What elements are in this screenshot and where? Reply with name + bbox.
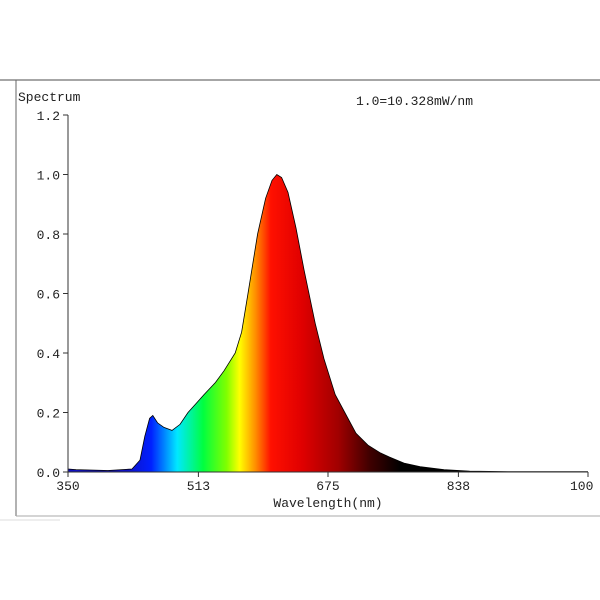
x-tick-label: 838 (447, 479, 470, 494)
y-tick-label: 0.4 (37, 347, 61, 362)
y-tick-label: 0.0 (37, 466, 60, 481)
y-tick-label: 0.2 (37, 407, 60, 422)
x-axis-label: Wavelength(nm) (273, 496, 382, 511)
spectrum-area (68, 174, 588, 472)
spectrum-line (67, 173, 588, 473)
y-tick-label: 1.2 (37, 109, 60, 124)
y-tick-label: 1.0 (37, 169, 60, 184)
x-tick-label: 675 (316, 479, 339, 494)
axes: 0.0 0.2 0.4 0.6 0.8 1.0 1.2 350 513 675 838 100 (37, 109, 594, 494)
chart-title: Spectrum (18, 90, 81, 105)
x-tick-label: 350 (56, 479, 79, 494)
y-tick-label: 0.6 (37, 288, 60, 303)
x-tick-label: 513 (187, 479, 210, 494)
y-tick-label: 0.8 (37, 228, 60, 243)
scale-annotation: 1.0=10.328mW/nm (356, 94, 473, 109)
x-tick-label: 100 (570, 479, 593, 494)
